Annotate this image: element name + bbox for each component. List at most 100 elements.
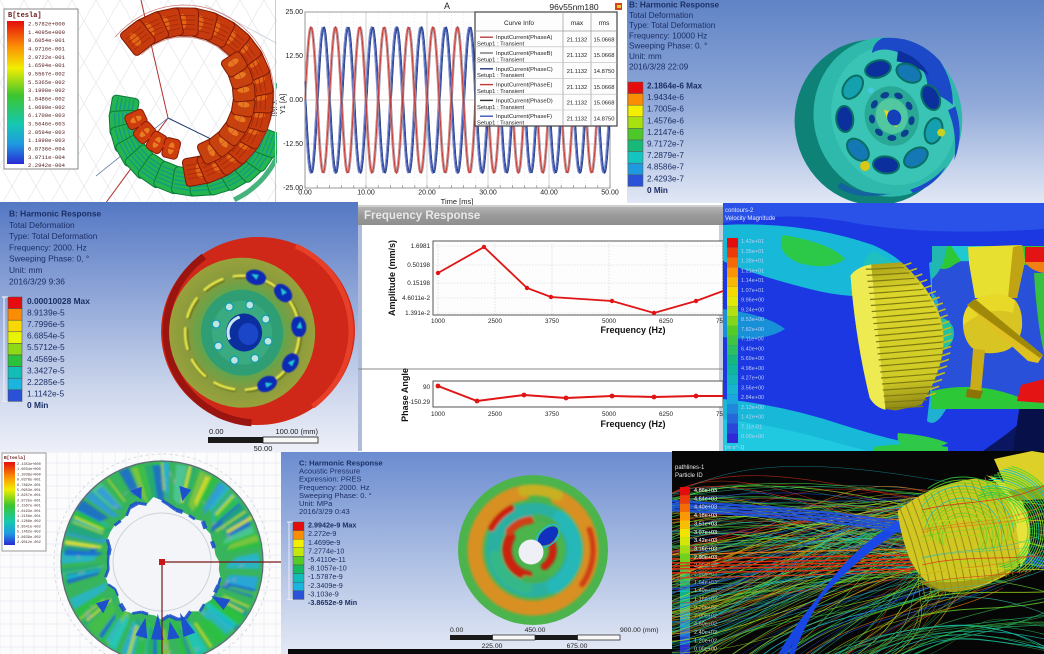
svg-text:2.2942e-004: 2.2942e-004: [28, 162, 66, 169]
svg-text:9.24e+00: 9.24e+00: [741, 307, 764, 313]
svg-text:1000: 1000: [431, 411, 446, 418]
svg-text:2.9722e-001: 2.9722e-001: [28, 54, 66, 61]
svg-text:1.35e+01: 1.35e+01: [741, 249, 764, 255]
svg-text:1000: 1000: [431, 318, 446, 325]
svg-text:900.00 (mm): 900.00 (mm): [620, 627, 659, 634]
svg-text:1.8486e-002: 1.8486e-002: [28, 96, 65, 103]
svg-text:5000: 5000: [602, 411, 617, 418]
svg-text:7.00e+02: 7.00e+02: [694, 613, 717, 619]
svg-text:3.07e+03: 3.07e+03: [694, 530, 717, 536]
svg-text:Curve Info: Curve Info: [504, 20, 534, 27]
svg-text:1.4095e+000: 1.4095e+000: [28, 29, 66, 36]
svg-text:30.00: 30.00: [479, 190, 497, 197]
svg-text:96v55nm180: 96v55nm180: [549, 2, 598, 12]
svg-text:-5.4110e-11: -5.4110e-11: [308, 555, 346, 564]
svg-text:Unit: MPa: Unit: MPa: [299, 499, 333, 508]
svg-text:7.2774e-10: 7.2774e-10: [308, 546, 344, 555]
svg-text:0.00: 0.00: [298, 190, 312, 197]
svg-text:2.40e+02: 2.40e+02: [694, 630, 717, 636]
svg-text:0.00: 0.00: [209, 427, 224, 436]
svg-text:1.1142e-5: 1.1142e-5: [27, 389, 64, 399]
svg-text:1.42e+00: 1.42e+00: [741, 415, 764, 421]
svg-text:21.1132: 21.1132: [567, 101, 588, 107]
svg-text:90: 90: [423, 384, 431, 391]
svg-text:Particle ID: Particle ID: [675, 473, 703, 479]
svg-text:-8.1057e-10: -8.1057e-10: [308, 564, 347, 573]
svg-text:5.5712e-5: 5.5712e-5: [27, 342, 65, 352]
svg-text:4.18e+03: 4.18e+03: [694, 513, 717, 519]
svg-text:contours-2: contours-2: [725, 208, 754, 214]
svg-text:2.8725e-001: 2.8725e-001: [17, 499, 41, 503]
svg-text:Setup1 : Transient: Setup1 : Transient: [477, 89, 524, 95]
svg-text:6.8541e-002: 6.8541e-002: [17, 525, 41, 529]
svg-text:21.1132: 21.1132: [567, 69, 588, 75]
svg-text:Setup1 : Transient: Setup1 : Transient: [477, 105, 524, 111]
svg-text:-12.50: -12.50: [283, 141, 303, 148]
svg-text:3.51e+03: 3.51e+03: [694, 521, 717, 527]
svg-text:4.60e+02: 4.60e+02: [694, 622, 717, 628]
svg-text:3750: 3750: [545, 318, 560, 325]
svg-text:InputCurrent(PhaseF): InputCurrent(PhaseF): [496, 114, 552, 120]
svg-text:50.00: 50.00: [601, 190, 619, 197]
svg-text:6.1700e-003: 6.1700e-003: [28, 112, 65, 119]
svg-text:1.6981: 1.6981: [411, 243, 431, 250]
svg-text:9.1288e-002: 9.1288e-002: [17, 520, 41, 524]
svg-text:50.00: 50.00: [254, 444, 273, 452]
svg-text:-1.5787e-9: -1.5787e-9: [308, 572, 343, 581]
svg-text:1.7005e-6: 1.7005e-6: [647, 105, 684, 114]
svg-text:Sweeping Phase: 0. °: Sweeping Phase: 0. °: [299, 491, 372, 500]
svg-text:Velocity Magnitude: Velocity Magnitude: [725, 216, 776, 222]
svg-text:3.3427e-5: 3.3427e-5: [27, 365, 65, 375]
svg-text:21.1132: 21.1132: [567, 53, 588, 59]
svg-text:1.40e+03: 1.40e+03: [694, 588, 717, 594]
svg-text:14.8750: 14.8750: [594, 116, 615, 122]
svg-text:1.9434e-6: 1.9434e-6: [647, 93, 684, 102]
svg-text:4.27e+00: 4.27e+00: [741, 376, 764, 382]
svg-text:15.0668: 15.0668: [594, 101, 615, 107]
svg-text:0 Min: 0 Min: [27, 400, 48, 410]
svg-text:pathlines-1: pathlines-1: [675, 465, 705, 471]
svg-text:4.6011e-2: 4.6011e-2: [402, 295, 430, 302]
svg-text:2.90e+03: 2.90e+03: [694, 555, 717, 561]
svg-text:3.8639e-002: 3.8639e-002: [17, 536, 41, 540]
svg-text:Total Deformation: Total Deformation: [9, 220, 75, 230]
svg-text:2.9942e-9 Max: 2.9942e-9 Max: [308, 521, 356, 530]
svg-text:[m s^-1]: [m s^-1]: [725, 445, 745, 451]
svg-text:0.15198: 0.15198: [407, 280, 430, 287]
svg-text:0.00010028 Max: 0.00010028 Max: [27, 296, 90, 306]
svg-text:Frequency: 2000. Hz: Frequency: 2000. Hz: [9, 242, 87, 252]
svg-text:1.14e+01: 1.14e+01: [741, 278, 764, 284]
svg-text:100.00 (mm): 100.00 (mm): [275, 427, 318, 436]
svg-text:3.56e+00: 3.56e+00: [741, 385, 764, 391]
svg-text:450.00: 450.00: [525, 627, 546, 634]
svg-text:1.4699e-9: 1.4699e-9: [308, 538, 340, 547]
svg-text:6250: 6250: [659, 411, 674, 418]
svg-text:B[tesla]: B[tesla]: [8, 12, 42, 20]
svg-text:InputCurrent(PhaseB): InputCurrent(PhaseB): [496, 51, 552, 57]
svg-text:5.1462e-002: 5.1462e-002: [17, 531, 41, 535]
svg-text:1.21e+01: 1.21e+01: [741, 268, 764, 274]
svg-text:6.40e+00: 6.40e+00: [741, 346, 764, 352]
svg-text:2.84e+00: 2.84e+00: [741, 395, 764, 401]
svg-text:2.1864e-6 Max: 2.1864e-6 Max: [647, 82, 703, 91]
svg-text:20.00: 20.00: [418, 190, 436, 197]
svg-text:Y1 [A]: Y1 [A]: [278, 94, 287, 114]
svg-text:-25.00: -25.00: [283, 185, 303, 192]
svg-text:3.42e+03: 3.42e+03: [694, 538, 717, 544]
svg-text:4.4569e-5: 4.4569e-5: [27, 354, 65, 364]
svg-text:Amplitude (mm/s): Amplitude (mm/s): [387, 240, 397, 316]
svg-text:2.0594e-003: 2.0594e-003: [28, 129, 65, 136]
svg-text:7.2879e-7: 7.2879e-7: [647, 151, 684, 160]
svg-text:2.2285e-5: 2.2285e-5: [27, 377, 65, 387]
svg-text:3.16e+03: 3.16e+03: [694, 546, 717, 552]
svg-text:max: max: [571, 20, 584, 27]
svg-text:B: Harmonic Response: B: Harmonic Response: [9, 209, 101, 219]
svg-text:6.7862e-001: 6.7862e-001: [17, 484, 41, 488]
svg-text:2016/3/29 0:43: 2016/3/29 0:43: [299, 507, 350, 516]
svg-text:Frequency: 10000 Hz: Frequency: 10000 Hz: [629, 31, 707, 40]
svg-text:-2.3409e-9: -2.3409e-9: [308, 581, 343, 590]
svg-text:-3.8652e-9 Min: -3.8652e-9 Min: [308, 598, 357, 607]
svg-text:8.9139e-5: 8.9139e-5: [27, 307, 65, 317]
svg-text:Sweeping Phase: 0. °: Sweeping Phase: 0. °: [629, 42, 707, 51]
svg-text:InputCurrent(PhaseA): InputCurrent(PhaseA): [496, 35, 552, 41]
